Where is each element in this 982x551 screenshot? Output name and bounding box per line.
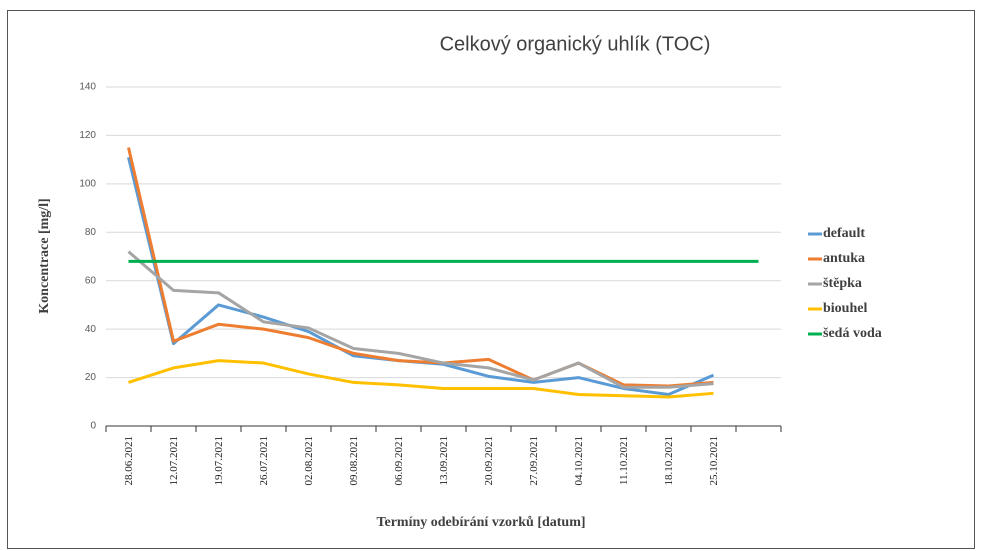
x-tick-label: 09.08.2021: [348, 436, 360, 486]
y-tick-label: 120: [79, 130, 96, 141]
series-line: [127, 250, 714, 389]
y-tick-label: 0: [90, 421, 96, 432]
x-tick-label: 18.10.2021: [663, 436, 675, 486]
series-line: [127, 147, 714, 388]
x-tick-label: 13.09.2021: [438, 436, 450, 486]
x-tick-label: 11.10.2021: [618, 436, 630, 485]
y-tick-label: 40: [85, 324, 97, 335]
x-tick-label: 06.09.2021: [393, 436, 405, 486]
x-tick-label: 12.07.2021: [168, 436, 180, 486]
x-tick-label: 20.09.2021: [483, 436, 495, 486]
frame: [7, 10, 975, 549]
x-tick-label: 25.10.2021: [708, 436, 720, 486]
legend-label: default: [823, 226, 865, 241]
chart-title: Celkový organický uhlík (TOC): [440, 33, 711, 55]
x-tick-label: 28.06.2021: [123, 436, 135, 486]
y-tick-label: 80: [85, 227, 97, 238]
legend-label: antuka: [823, 251, 865, 266]
x-tick-label: 19.07.2021: [213, 436, 225, 486]
legend-label: biouhel: [823, 301, 867, 316]
x-axis-label: Termíny odebírání vzorků [datum]: [376, 515, 585, 530]
y-axis-label: Koncentrace [mg/l]: [37, 198, 52, 313]
x-tick-label: 26.07.2021: [258, 436, 270, 486]
y-tick-label: 140: [79, 82, 96, 93]
x-tick-label: 04.10.2021: [573, 436, 585, 486]
y-tick-label: 60: [85, 275, 97, 286]
y-tick-label: 100: [79, 178, 96, 189]
legend-label: štěpka: [823, 276, 862, 291]
x-tick-label: 27.09.2021: [528, 436, 540, 486]
series-line: [128, 359, 714, 399]
legend-label: šedá voda: [823, 326, 882, 341]
x-tick-label: 02.08.2021: [303, 436, 315, 486]
y-tick-label: 20: [85, 372, 97, 383]
